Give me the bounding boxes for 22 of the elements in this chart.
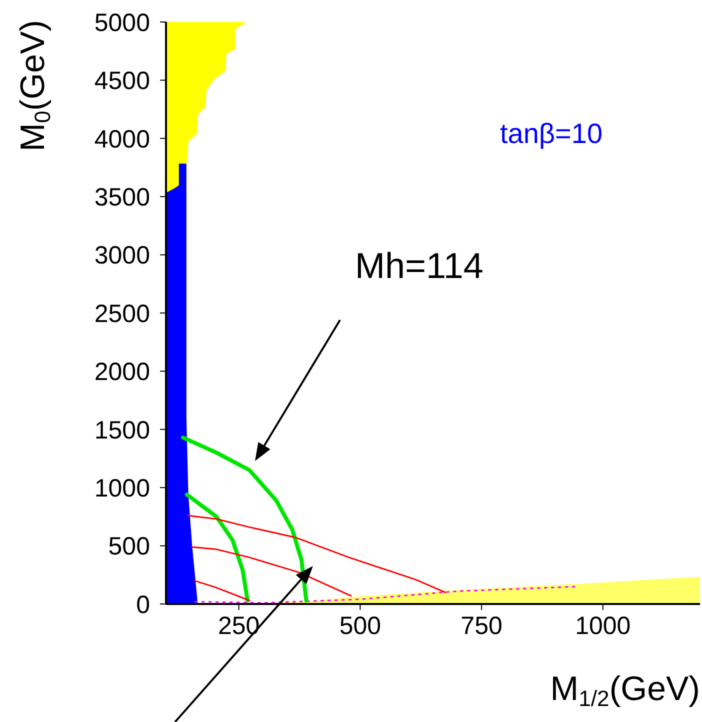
y-tick-label: 3000	[94, 242, 150, 270]
annotation: tanβ=10	[500, 118, 603, 149]
y-tick-label: 4000	[94, 125, 150, 154]
line-series	[190, 546, 352, 597]
line-series	[180, 436, 308, 603]
x-axis-title: M$_{1/2}$(GeV)	[550, 670, 700, 710]
x-tick-label: 250	[218, 612, 260, 640]
y-tick-label: 5000	[94, 8, 150, 37]
y-tick-label: 1500	[94, 416, 150, 444]
annotation: Mh=114	[355, 245, 484, 286]
line-series	[184, 492, 250, 603]
line-series	[187, 514, 446, 594]
y-tick-label: 2500	[94, 300, 150, 328]
y-tick-label: 3500	[94, 183, 150, 212]
y-tick-label: 2000	[94, 358, 150, 386]
y-tick-label: 500	[108, 532, 150, 561]
y-tick-label: 1000	[94, 474, 150, 502]
y-tick-label: 4500	[94, 67, 150, 96]
x-tick-label: 1000	[575, 612, 631, 640]
x-tick-label: 500	[339, 612, 382, 640]
y-tick-label: 0	[136, 590, 150, 619]
x-tick-label: 750	[460, 612, 502, 640]
